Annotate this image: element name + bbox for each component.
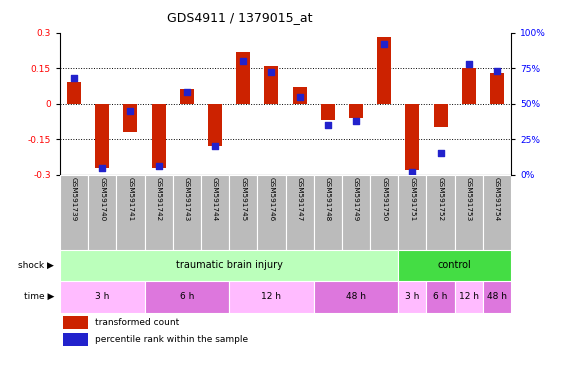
Text: GSM591741: GSM591741	[127, 177, 134, 221]
Bar	[60, 250, 399, 281]
Point	[70, 75, 79, 81]
Text: 6 h: 6 h	[433, 292, 448, 301]
Text: GSM591742: GSM591742	[156, 177, 162, 221]
Bar	[151, 104, 166, 167]
Text: GSM591754: GSM591754	[494, 177, 500, 221]
Bar	[63, 333, 89, 346]
Bar	[208, 104, 222, 146]
Text: GSM591740: GSM591740	[99, 177, 105, 221]
Text: 12 h: 12 h	[262, 292, 282, 301]
Bar	[399, 250, 511, 281]
Point	[98, 164, 107, 170]
Text: 6 h: 6 h	[180, 292, 194, 301]
Text: GSM591753: GSM591753	[466, 177, 472, 221]
Bar	[229, 175, 258, 250]
Text: 48 h: 48 h	[346, 292, 366, 301]
Text: traumatic brain injury: traumatic brain injury	[176, 260, 283, 270]
Bar	[427, 281, 455, 313]
Bar	[144, 281, 229, 313]
Bar	[349, 104, 363, 118]
Bar	[342, 175, 370, 250]
Text: GSM591746: GSM591746	[268, 177, 275, 221]
Point	[351, 118, 360, 124]
Point	[408, 169, 417, 175]
Bar	[229, 281, 313, 313]
Text: GSM591743: GSM591743	[184, 177, 190, 221]
Text: 48 h: 48 h	[487, 292, 507, 301]
Bar	[116, 175, 144, 250]
Text: 12 h: 12 h	[459, 292, 478, 301]
Bar	[180, 89, 194, 104]
Point	[126, 108, 135, 114]
Point	[464, 61, 473, 67]
Bar	[286, 175, 313, 250]
Bar	[399, 175, 427, 250]
Bar	[321, 104, 335, 120]
Bar	[455, 281, 483, 313]
Bar	[427, 175, 455, 250]
Bar	[123, 104, 138, 132]
Text: GDS4911 / 1379015_at: GDS4911 / 1379015_at	[167, 12, 312, 25]
Text: GSM591752: GSM591752	[437, 177, 444, 221]
Point	[239, 58, 248, 64]
Text: transformed count: transformed count	[95, 318, 179, 327]
Text: GSM591748: GSM591748	[325, 177, 331, 221]
Bar	[63, 316, 89, 329]
Bar	[483, 281, 511, 313]
Bar	[405, 104, 420, 170]
Text: percentile rank within the sample: percentile rank within the sample	[95, 336, 248, 344]
Text: GSM591749: GSM591749	[353, 177, 359, 221]
Bar	[60, 175, 88, 250]
Bar	[483, 175, 511, 250]
Point	[492, 68, 501, 74]
Bar	[377, 37, 391, 104]
Text: GSM591747: GSM591747	[296, 177, 303, 221]
Text: 3 h: 3 h	[405, 292, 420, 301]
Point	[154, 163, 163, 169]
Bar	[60, 281, 144, 313]
Bar	[144, 175, 173, 250]
Text: GSM591750: GSM591750	[381, 177, 387, 221]
Text: GSM591745: GSM591745	[240, 177, 246, 221]
Bar	[236, 51, 250, 104]
Bar	[88, 175, 116, 250]
Bar	[258, 175, 286, 250]
Text: shock ▶: shock ▶	[18, 261, 54, 270]
Bar	[292, 87, 307, 104]
Point	[295, 93, 304, 99]
Point	[436, 150, 445, 157]
Bar	[399, 281, 427, 313]
Point	[267, 70, 276, 76]
Bar	[313, 281, 399, 313]
Point	[211, 143, 220, 149]
Text: GSM591751: GSM591751	[409, 177, 415, 221]
Bar	[370, 175, 399, 250]
Point	[380, 41, 389, 47]
Text: control: control	[438, 260, 472, 270]
Bar	[313, 175, 342, 250]
Bar	[95, 104, 109, 167]
Text: GSM591739: GSM591739	[71, 177, 77, 221]
Bar	[462, 68, 476, 104]
Point	[323, 122, 332, 128]
Bar	[433, 104, 448, 127]
Bar	[173, 175, 201, 250]
Bar	[455, 175, 483, 250]
Bar	[264, 66, 279, 104]
Bar	[490, 73, 504, 104]
Point	[182, 89, 191, 95]
Text: time ▶: time ▶	[24, 292, 54, 301]
Bar	[67, 82, 81, 104]
Text: GSM591744: GSM591744	[212, 177, 218, 221]
Bar	[201, 175, 229, 250]
Text: 3 h: 3 h	[95, 292, 110, 301]
